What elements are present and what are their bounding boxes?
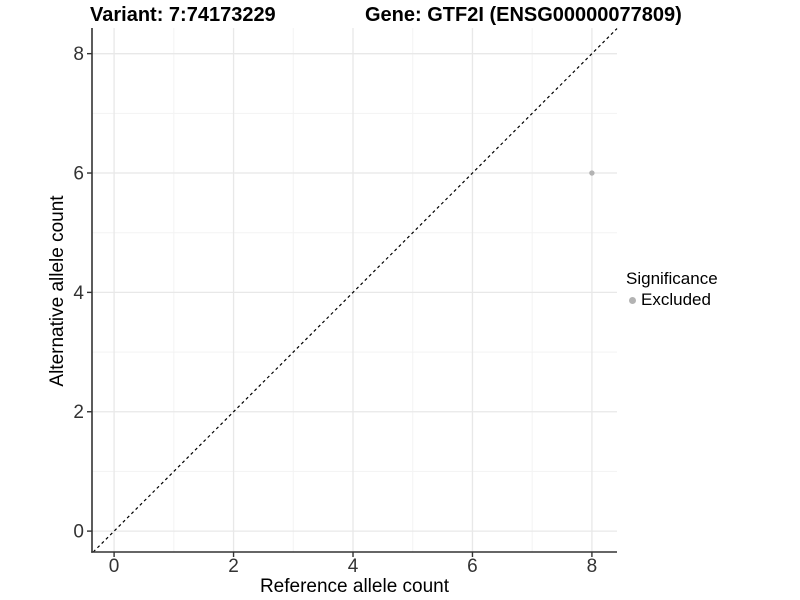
y-tick-label: 6: [73, 164, 84, 185]
legend-point-swatch: [629, 296, 636, 304]
data-point: [589, 170, 595, 176]
x-tick-label: 6: [467, 556, 478, 577]
y-tick-label: 8: [73, 44, 84, 65]
x-tick-label: 4: [348, 556, 359, 577]
x-tick-label: 2: [228, 556, 239, 577]
identity-line: [92, 28, 618, 553]
legend: Significance Excluded: [626, 268, 718, 310]
y-tick-label: 4: [73, 283, 84, 304]
y-tick-label: 0: [73, 522, 84, 543]
legend-item-label: Excluded: [641, 290, 711, 309]
x-tick-label: 0: [109, 556, 120, 577]
legend-title: Significance: [626, 269, 718, 288]
plot-title-gene: Gene: GTF2I (ENSG00000077809): [365, 4, 682, 26]
legend-item-excluded: Excluded: [626, 290, 718, 310]
plot-title-variant: Variant: 7:74173229: [90, 4, 276, 26]
x-axis-title: Reference allele count: [259, 576, 450, 597]
y-axis-title: Alternative allele count: [47, 195, 68, 387]
x-tick-label: 8: [587, 556, 598, 577]
y-tick-label: 2: [73, 402, 84, 423]
